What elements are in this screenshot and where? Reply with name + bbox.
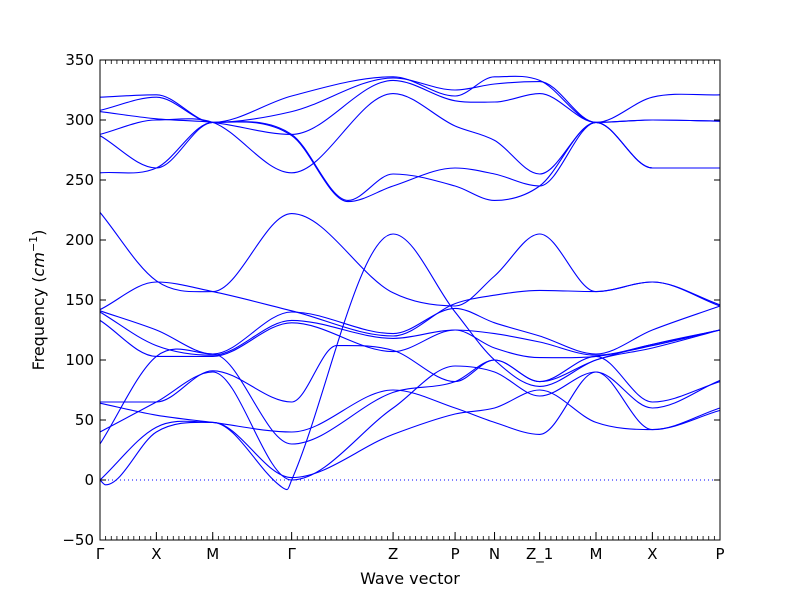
- band-line-11: [99, 319, 721, 359]
- kpoint-label: M: [590, 545, 603, 563]
- y-axis-label-text: Frequency (: [29, 276, 48, 370]
- band-line-7: [99, 212, 721, 307]
- y-axis-label-unit: cm: [29, 252, 48, 276]
- x-axis-ticks: Γ X M Γ Z P N Z_1 M X P: [96, 532, 725, 564]
- band-line-9: [99, 305, 721, 355]
- band-line-12: [100, 345, 721, 403]
- kpoint-label: Γ: [96, 545, 105, 563]
- band-line-8: [99, 281, 721, 337]
- y-axis-label-close: ): [29, 230, 48, 236]
- kpoint-label: Γ: [287, 545, 296, 563]
- y-tick-label: 350: [65, 51, 94, 69]
- band-line-16: [99, 389, 721, 481]
- x-axis-label: Wave vector: [360, 569, 460, 588]
- band-line-6: [99, 121, 720, 201]
- y-tick-label: 100: [65, 351, 94, 369]
- y-axis-label: Frequency (cm−1): [27, 230, 48, 371]
- band-line-13: [99, 371, 721, 435]
- band-line-3: [99, 79, 721, 135]
- kpoint-label: P: [715, 545, 724, 563]
- y-tick-label: 250: [65, 171, 94, 189]
- y-axis-label-exponent: −1: [27, 236, 40, 252]
- band-line-17: [99, 233, 721, 491]
- kpoint-label: Z_1: [526, 545, 553, 564]
- y-tick-label: 0: [84, 471, 94, 489]
- y-axis-ticks: −50 0 50 100 150 200 250 300 350: [62, 51, 720, 549]
- phonon-bands: [99, 75, 721, 491]
- y-tick-label: 300: [65, 111, 94, 129]
- kpoint-label: X: [151, 545, 161, 563]
- kpoint-label: N: [489, 545, 500, 563]
- kpoint-label: P: [451, 545, 460, 563]
- y-tick-label: 150: [65, 291, 94, 309]
- y-tick-label: −50: [62, 531, 94, 549]
- kpoint-label: Z: [388, 545, 398, 563]
- kpoint-label: X: [647, 545, 657, 563]
- x-minor-ticks: [99, 60, 721, 540]
- kpoint-label: M: [206, 545, 219, 563]
- y-tick-label: 200: [65, 231, 94, 249]
- band-line-14: [99, 365, 721, 481]
- y-tick-label: 50: [75, 411, 94, 429]
- band-line-2: [99, 77, 721, 123]
